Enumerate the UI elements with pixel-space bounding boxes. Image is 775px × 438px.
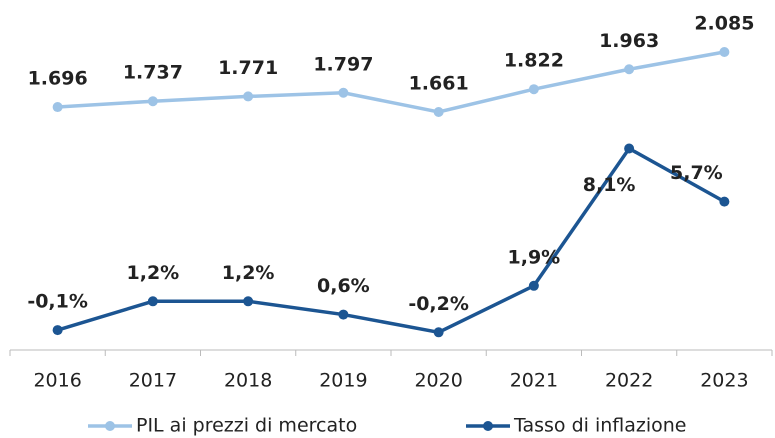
data-label: 1.737 [123,62,183,84]
legend-marker [105,421,115,431]
data-label: 2.085 [694,13,754,35]
x-tick-label: 2017 [129,370,177,392]
data-label: 8,1% [583,174,636,196]
x-tick-label: 2022 [605,370,653,392]
point [147,296,158,307]
point [719,47,730,58]
line [57,146,726,335]
point [433,327,444,338]
x-tick-label: 2021 [510,370,558,392]
data-label: 1.822 [504,50,564,72]
data-label: 0,6% [317,275,370,297]
data-label: 1.963 [599,30,659,52]
x-tick-label: 2020 [414,370,462,392]
data-label: -0,2% [408,293,469,315]
point [243,296,254,307]
data-label: 1.797 [313,53,373,75]
point [433,106,444,117]
point [147,96,158,107]
x-tick-label: 2023 [700,370,748,392]
data-label: 1.771 [218,57,278,79]
data-label: 5,7% [670,162,723,184]
point [52,325,63,336]
point [528,280,539,291]
point [624,143,635,154]
point [719,196,730,207]
point [243,91,254,102]
point [52,102,63,113]
data-label: 1,9% [508,246,561,268]
data-label: 1.696 [28,68,88,90]
legend-label: PIL ai prezzi di mercato [136,415,357,437]
point [338,309,349,320]
data-label: -0,1% [27,291,88,313]
point [528,84,539,95]
data-label: 1,2% [127,262,180,284]
x-tick-label: 2019 [319,370,367,392]
data-label: 1.661 [409,72,469,94]
legend-label: Tasso di inflazione [513,415,686,437]
legend-marker [483,421,493,431]
point [338,87,349,98]
x-tick-label: 2018 [224,370,272,392]
line [57,50,725,114]
point [624,64,635,75]
data-label: 1,2% [222,262,275,284]
x-tick-label: 2016 [33,370,81,392]
